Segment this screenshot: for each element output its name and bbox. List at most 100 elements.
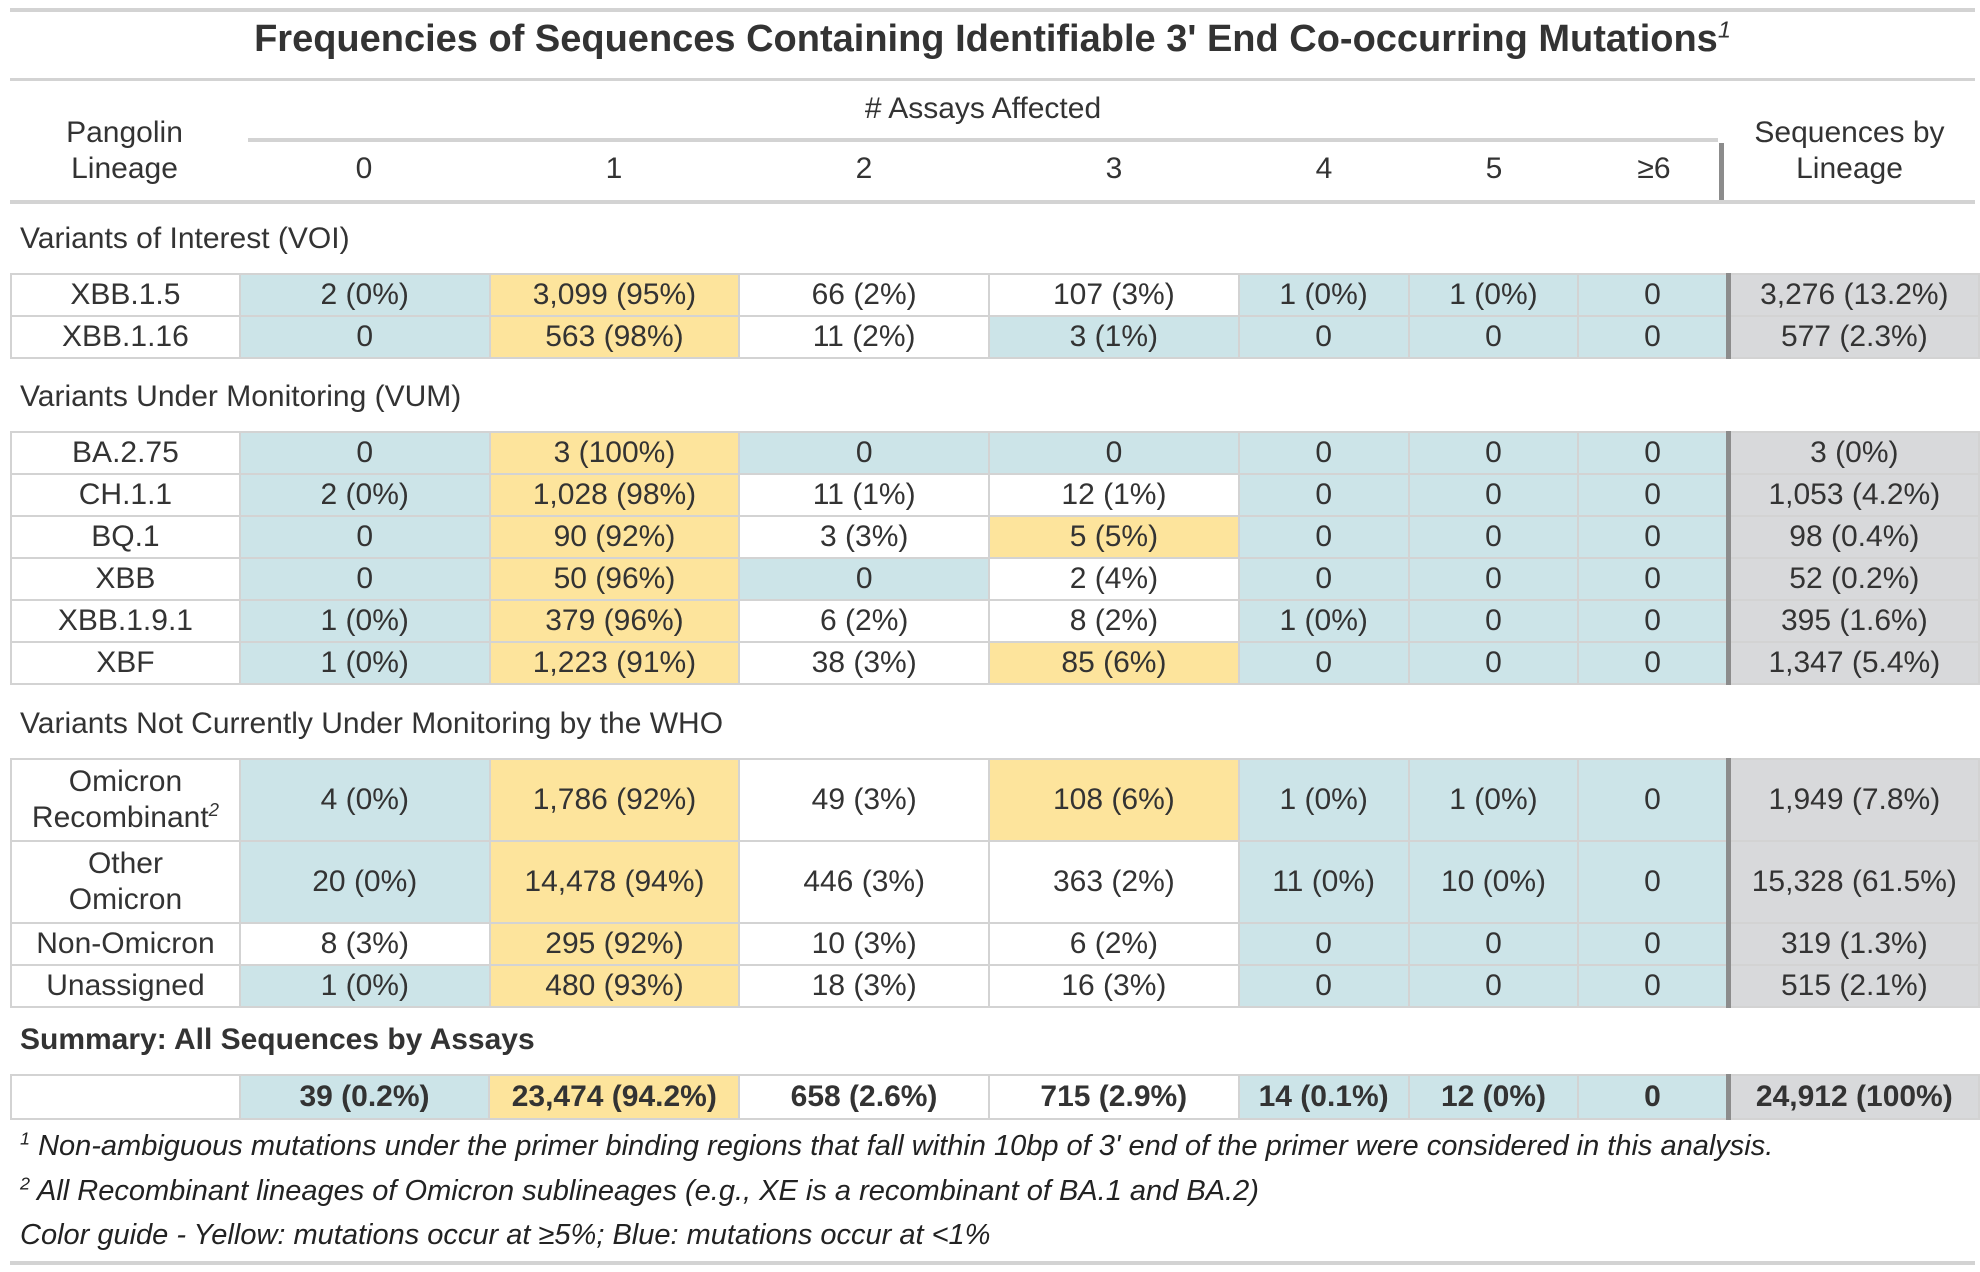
count-cell-assays-5: 0 xyxy=(1407,431,1580,475)
table-row: Unassigned 1 (0%) 480 (93%) 18 (3%) 16 (3%) 0… xyxy=(10,964,1980,1008)
lineage-cell: XBB xyxy=(10,557,241,601)
count-cell-assays-2: 11 (1%) xyxy=(738,473,991,517)
assays-spanner-label: # Assays Affected xyxy=(864,92,1102,125)
count-cell-assays-1: 90 (92%) xyxy=(488,515,741,559)
count-cell-assays-2: 38 (3%) xyxy=(738,641,991,685)
lineage-label: XBF xyxy=(96,646,155,679)
count-cell-assays-≥6: 0 xyxy=(1577,473,1730,517)
lineage-total-cell: 1,949 (7.8%) xyxy=(1725,758,1980,842)
table-row: Non-Omicron 8 (3%) 295 (92%) 10 (3%) 6 (2%) 0… xyxy=(10,922,1980,966)
lineage-total-cell: 577 (2.3%) xyxy=(1725,315,1980,359)
count-cell-assays-0: 1 (0%) xyxy=(238,964,491,1008)
count-cell-assays-4: 1 (0%) xyxy=(1237,758,1410,842)
count-cell-assays-2: 49 (3%) xyxy=(738,758,991,842)
count-cell-assays-1: 295 (92%) xyxy=(488,922,741,966)
footnote-1: 1 Non-ambiguous mutations under the prim… xyxy=(20,1128,1773,1163)
group-table-0: XBB.1.5 2 (0%) 3,099 (95%) 66 (2%) 107 (3%) 1… xyxy=(10,273,1980,359)
table-row: XBB.1.5 2 (0%) 3,099 (95%) 66 (2%) 107 (3%) 1… xyxy=(10,273,1980,317)
column-header-0: 0 xyxy=(355,152,373,185)
table-title: Frequencies of Sequences Containing Iden… xyxy=(254,16,1731,60)
footnote-marker: 1 xyxy=(20,1128,30,1149)
count-cell-assays-5: 0 xyxy=(1407,315,1580,359)
count-cell-assays-≥6: 0 xyxy=(1577,599,1730,643)
count-cell-assays-2: 10 (3%) xyxy=(738,922,991,966)
lineage-label: XBB xyxy=(95,562,156,595)
count-cell-assays-5: 0 xyxy=(1407,641,1580,685)
count-cell-assays-0: 2 (0%) xyxy=(238,273,491,317)
column-header-4: 4 xyxy=(1315,152,1333,185)
count-cell-assays-1: 563 (98%) xyxy=(488,315,741,359)
count-cell-assays-3: 5 (5%) xyxy=(988,515,1240,559)
count-cell-assays-0: 1 (0%) xyxy=(238,599,491,643)
column-header-6: ≥6 xyxy=(1637,152,1671,185)
count-cell-assays-1: 14,478 (94%) xyxy=(488,840,741,924)
count-cell-assays-4: 1 (0%) xyxy=(1237,599,1410,643)
lineage-label-line2: Recombinant2 xyxy=(31,799,220,834)
lineage-total-cell: 395 (1.6%) xyxy=(1725,599,1980,643)
lineage-cell: XBF xyxy=(10,641,241,685)
count-cell-assays-3: 16 (3%) xyxy=(988,964,1240,1008)
count-cell-assays-3: 8 (2%) xyxy=(988,599,1240,643)
count-cell-assays-3: 12 (1%) xyxy=(988,473,1240,517)
count-cell-assays-4: 1 (0%) xyxy=(1237,273,1410,317)
column-header-3: 3 xyxy=(1105,152,1123,185)
count-cell-assays-4: 0 xyxy=(1237,473,1410,517)
lineage-label: BQ.1 xyxy=(91,520,160,553)
spanner-rule xyxy=(248,138,1718,142)
count-cell-assays-5: 1 (0%) xyxy=(1407,758,1580,842)
count-cell-assays-≥6: 0 xyxy=(1577,964,1730,1008)
lineage-cell: XBB.1.5 xyxy=(10,273,241,317)
count-cell-assays-1: 50 (96%) xyxy=(488,557,741,601)
count-cell-assays-5: 0 xyxy=(1407,599,1580,643)
lineage-cell: BQ.1 xyxy=(10,515,241,559)
count-cell-assays-≥6: 0 xyxy=(1577,515,1730,559)
lineage-cell: XBB.1.9.1 xyxy=(10,599,241,643)
count-cell-assays-2: 11 (2%) xyxy=(738,315,990,359)
count-cell-assays-1: 3,099 (95%) xyxy=(488,273,741,317)
lineage-cell: Omicron Recombinant2 xyxy=(10,758,241,842)
count-cell-assays-4: 11 (0%) xyxy=(1237,840,1410,924)
count-cell-assays-3: 3 (1%) xyxy=(987,315,1240,359)
group-table-1: BA.2.75 0 3 (100%) 0 0 0 0 0 3 (0%) CH.1.1 2 (0%) 1… xyxy=(10,431,1980,685)
count-cell-assays-5: 0 xyxy=(1407,515,1580,559)
group-label-1: Variants Under Monitoring (VUM) xyxy=(20,380,462,413)
count-cell-assays-5: 0 xyxy=(1407,473,1580,517)
count-cell-assays-0: 8 (3%) xyxy=(238,922,491,966)
count-cell-assays-0: 0 xyxy=(238,557,491,601)
count-cell-assays-5: 12 (0%) xyxy=(1407,1074,1580,1120)
lineage-label: Omicron xyxy=(68,765,183,798)
count-cell-assays-4: 0 xyxy=(1237,641,1410,685)
count-cell-assays-≥6: 0 xyxy=(1577,1074,1730,1120)
count-cell-assays-5: 0 xyxy=(1407,557,1580,601)
header-total-separator xyxy=(1719,143,1724,202)
count-cell-assays-3: 6 (2%) xyxy=(988,922,1240,966)
count-cell-assays-3: 0 xyxy=(988,431,1240,475)
count-cell-assays-0: 20 (0%) xyxy=(238,840,491,924)
group-label-3: Summary: All Sequences by Assays xyxy=(20,1023,535,1056)
footnote-text: All Recombinant lineages of Omicron subl… xyxy=(36,1175,1259,1207)
header-rule xyxy=(10,200,1975,204)
bottom-rule xyxy=(10,1261,1975,1265)
lineage-total-cell: 98 (0.4%) xyxy=(1725,515,1980,559)
count-cell-assays-1: 23,474 (94.2%) xyxy=(488,1074,741,1120)
column-header-5: 5 xyxy=(1485,152,1503,185)
lineage-cell: CH.1.1 xyxy=(10,473,241,517)
lineage-label: CH.1.1 xyxy=(78,478,173,511)
count-cell-assays-4: 0 xyxy=(1237,315,1410,359)
count-cell-assays-≥6: 0 xyxy=(1577,758,1730,842)
count-cell-assays-2: 658 (2.6%) xyxy=(738,1074,990,1120)
count-cell-assays-2: 446 (3%) xyxy=(738,840,991,924)
count-cell-assays-2: 3 (3%) xyxy=(738,515,991,559)
count-cell-assays-≥6: 0 xyxy=(1577,557,1730,601)
count-cell-assays-2: 0 xyxy=(738,431,991,475)
count-cell-assays-4: 0 xyxy=(1237,922,1410,966)
table-row: XBB.1.16 0 563 (98%) 11 (2%) 3 (1%) 0 0 0 577 (2… xyxy=(10,315,1980,359)
count-cell-assays-1: 1,223 (91%) xyxy=(488,641,741,685)
group-label-2: Variants Not Currently Under Monitoring … xyxy=(20,707,724,740)
table-row: Omicron Recombinant2 4 (0%) 1,786 (92%) 49 (… xyxy=(10,758,1980,842)
table-row: CH.1.1 2 (0%) 1,028 (98%) 11 (1%) 12 (1%) 0 0 0… xyxy=(10,473,1980,517)
count-cell-assays-5: 0 xyxy=(1407,922,1580,966)
count-cell-assays-0: 2 (0%) xyxy=(238,473,491,517)
lineage-header: Pangolin Lineage xyxy=(66,116,183,185)
